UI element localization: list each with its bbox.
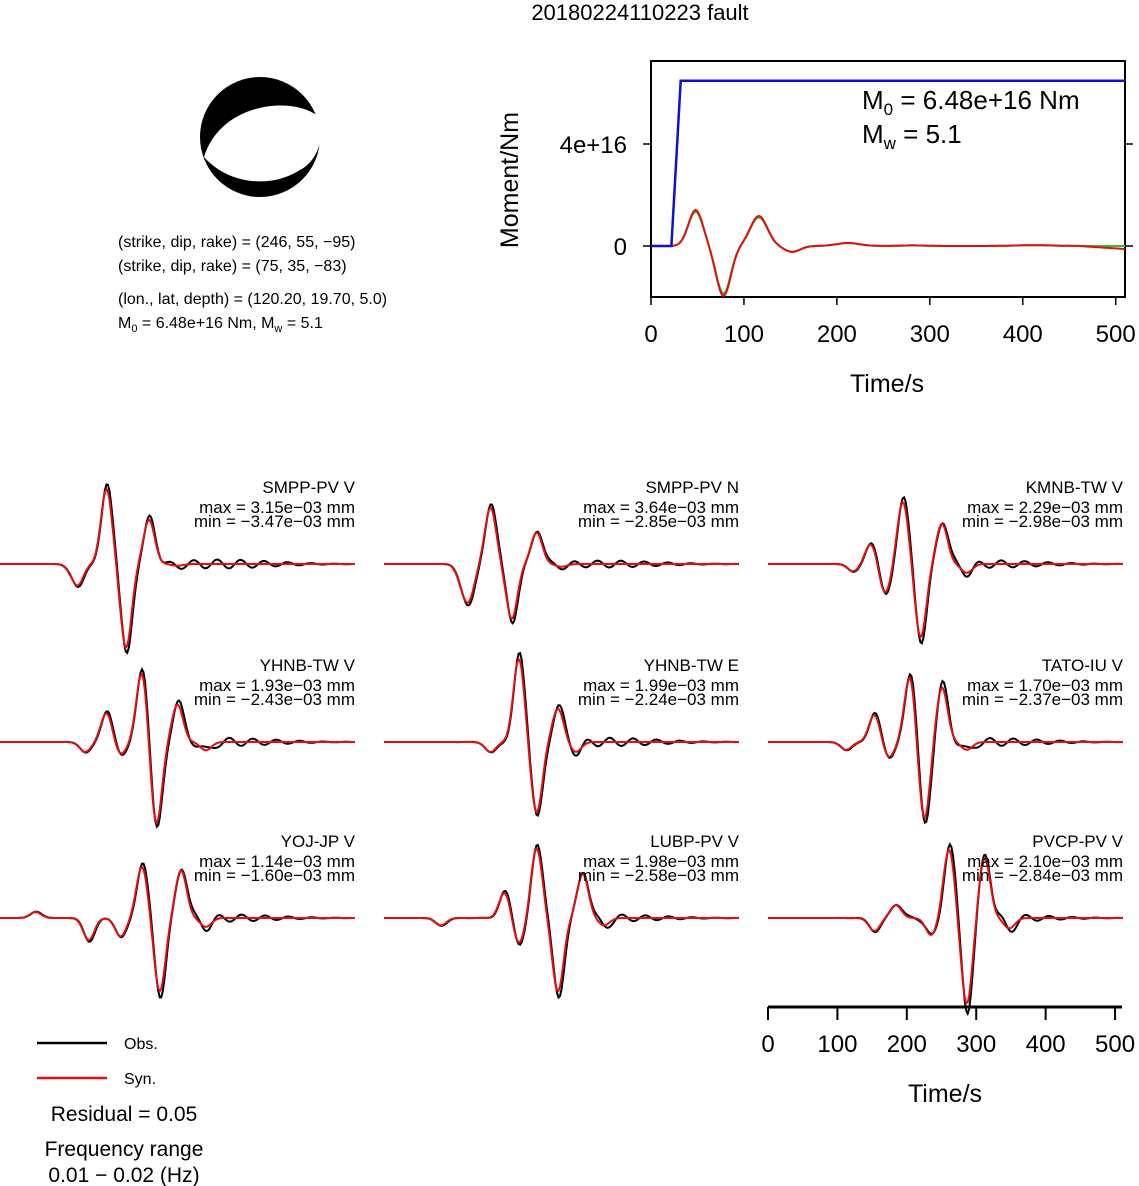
synthetic-waveform — [384, 657, 739, 814]
max-amplitude-label: max = 1.14e−03 mm — [199, 852, 355, 871]
frequency-range-value: 0.01 − 0.02 (Hz) — [48, 1164, 199, 1186]
min-amplitude-label: min = −2.24e−03 mm — [578, 690, 739, 709]
legend-syn-label: Syn. — [124, 1071, 156, 1088]
waveform-x-axis-label: Time/s — [908, 1080, 982, 1108]
synthetic-waveform — [0, 487, 355, 650]
station-label: PVCP-PV V — [1032, 832, 1123, 851]
station-label: KMNB-TW V — [1026, 478, 1124, 497]
stf-x-tick-label: 500 — [1096, 321, 1136, 348]
stf-cumulative-moment-line — [651, 79, 1125, 248]
stf-green-series — [651, 210, 1125, 295]
synthetic-waveform — [0, 865, 355, 994]
min-amplitude-label: min = −1.60e−03 mm — [194, 866, 355, 885]
moment-rate-chart: 0 100 200 300 400 500 0 4e+16 M0 = 6.48e+16 Nm… — [496, 60, 1136, 398]
min-amplitude-label: min = −3.47e−03 mm — [194, 512, 355, 531]
synthetic-waveform — [768, 500, 1123, 639]
stf-y-tick-label: 4e+16 — [560, 132, 627, 159]
waveform-x-tick-label: 300 — [956, 1031, 996, 1058]
focal-line-1: (strike, dip, rake) = (246, 55, −95) — [118, 234, 355, 251]
station-label: YOJ-JP V — [281, 832, 356, 851]
stf-x-axis-label: Time/s — [850, 370, 924, 398]
stf-x-tick-label: 100 — [724, 321, 764, 348]
stf-plot-frame — [650, 60, 1126, 298]
stf-x-tick-label: 0 — [644, 321, 657, 348]
synthetic-waveform — [0, 672, 355, 826]
focal-line-2: (strike, dip, rake) = (75, 35, −83) — [118, 258, 347, 275]
max-amplitude-label: max = 1.99e−03 mm — [583, 676, 739, 695]
stf-y-axis-label: Moment/Nm — [496, 112, 524, 248]
stf-x-tick-label: 200 — [817, 321, 857, 348]
legend-obs-label: Obs. — [124, 1036, 158, 1053]
station-label: YHNB-TW E — [644, 656, 739, 675]
stf-x-axis: 0 100 200 300 400 500 — [644, 297, 1136, 348]
min-amplitude-label: min = −2.98e−03 mm — [962, 512, 1123, 531]
stf-annotation-m0: M0 = 6.48e+16 Nm — [862, 85, 1080, 119]
max-amplitude-label: max = 3.64e−03 mm — [583, 498, 739, 517]
synthetic-waveform — [768, 676, 1123, 820]
focal-mechanism-beachball — [200, 77, 322, 197]
stf-y-axis: 0 4e+16 — [560, 132, 1133, 261]
residual-text: Residual = 0.05 — [51, 1103, 198, 1126]
station-label: SMPP-PV V — [262, 478, 355, 497]
max-amplitude-label: max = 2.29e−03 mm — [967, 498, 1123, 517]
waveform-x-tick-label: 200 — [887, 1031, 927, 1058]
max-amplitude-label: max = 1.70e−03 mm — [967, 676, 1123, 695]
min-amplitude-label: min = −2.84e−03 mm — [962, 866, 1123, 885]
waveform-x-tick-label: 100 — [817, 1031, 857, 1058]
min-amplitude-label: min = −2.37e−03 mm — [962, 690, 1123, 709]
station-label: LUBP-PV V — [650, 832, 739, 851]
stf-annotation-mw: Mw = 5.1 — [862, 119, 962, 153]
waveform-time-axis: Time/s 0 100 200 300 400 500 — [761, 1005, 1135, 1108]
beachball-dilatational — [204, 105, 322, 182]
figure-title: 20180224110223 fault — [531, 0, 748, 25]
min-amplitude-label: min = −2.43e−03 mm — [194, 690, 355, 709]
focal-moment-line: M0 = 6.48e+16 Nm, Mw = 5.1 — [118, 315, 323, 335]
waveform-x-tick-label: 400 — [1026, 1031, 1066, 1058]
station-label: SMPP-PV N — [645, 478, 739, 497]
waveform-x-tick-label: 0 — [761, 1031, 774, 1058]
min-amplitude-label: min = −2.85e−03 mm — [578, 512, 739, 531]
stf-y-tick-label: 0 — [614, 234, 627, 261]
stf-x-tick-label: 400 — [1003, 321, 1043, 348]
max-amplitude-label: max = 1.93e−03 mm — [199, 676, 355, 695]
station-label: YHNB-TW V — [260, 656, 356, 675]
synthetic-waveform — [768, 848, 1123, 1005]
stf-red-series — [651, 208, 1126, 298]
frequency-range-title: Frequency range — [45, 1138, 204, 1161]
max-amplitude-label: max = 2.10e−03 mm — [967, 852, 1123, 871]
station-label: TATO-IU V — [1042, 656, 1124, 675]
legend: Obs. Syn. Residual = 0.05 Frequency rang… — [37, 1036, 203, 1186]
waveform-x-tick-label: 500 — [1095, 1031, 1135, 1058]
focal-line-3: (lon., lat, depth) = (120.20, 19.70, 5.0… — [118, 291, 387, 308]
max-amplitude-label: max = 3.15e−03 mm — [199, 498, 355, 517]
synthetic-waveform — [384, 846, 739, 993]
min-amplitude-label: min = −2.58e−03 mm — [578, 866, 739, 885]
max-amplitude-label: max = 1.98e−03 mm — [583, 852, 739, 871]
synthetic-waveform — [384, 506, 739, 620]
stf-x-tick-label: 300 — [910, 321, 950, 348]
